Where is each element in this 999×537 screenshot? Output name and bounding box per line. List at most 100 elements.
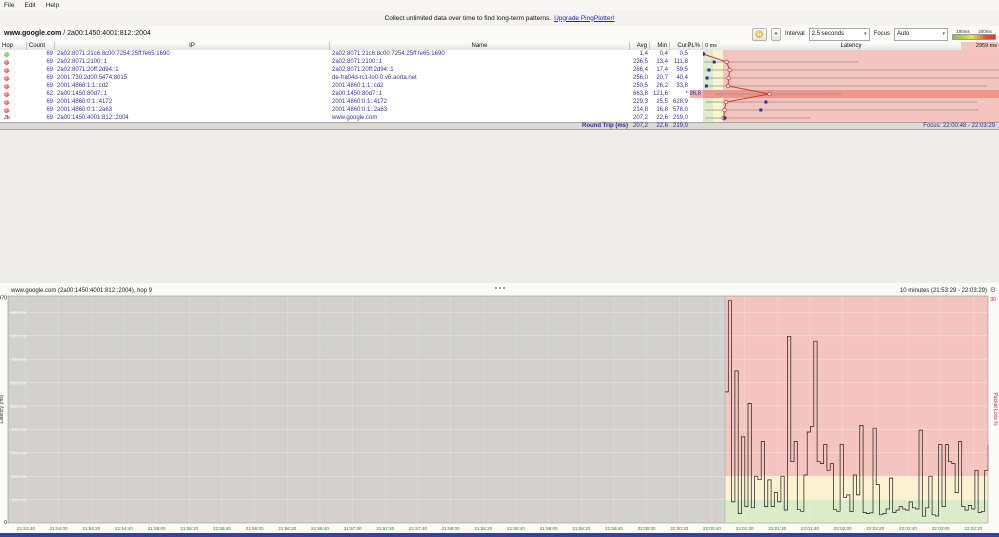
- hop-avg: 236,5: [632, 59, 648, 65]
- round-trip-cur: 219,0: [672, 123, 688, 129]
- svg-text:21:57:00: 21:57:00: [344, 526, 362, 531]
- svg-text:21:58:20: 21:58:20: [474, 526, 492, 531]
- settings-gear-icon[interactable]: ⚙: [989, 287, 996, 294]
- hop-avg: 1,4: [639, 51, 648, 57]
- hop-ip: 2001:730:2d00:5474:8015: [57, 75, 128, 81]
- upgrade-link[interactable]: Upgrade PingPlotter!: [554, 14, 615, 22]
- col-header-hop[interactable]: Hop: [0, 42, 27, 50]
- status-alert-icon: [4, 83, 9, 89]
- hop-row[interactable]: 62 2a00:1450:80d7::1 2a00:1450:80d7::1 663,…: [0, 90, 703, 98]
- svg-text:22:00:00: 22:00:00: [638, 526, 656, 531]
- chevron-down-icon: ▾: [864, 31, 867, 37]
- pause-button[interactable]: [751, 27, 767, 41]
- svg-text:21:55:00: 21:55:00: [148, 526, 166, 531]
- hop-name: de-fra04d-rc1-lo0-0.v6.aorta.net: [332, 75, 417, 81]
- hop-ip: 2001:4860:1:1::cd2: [57, 83, 109, 89]
- hop-row[interactable]: 69 2001:4860:1:1::cd2 2001:4860:1:1::cd2 25…: [0, 82, 703, 90]
- col-header-latency: 0 ms Latency 2959 ms: [703, 42, 999, 50]
- hop-row[interactable]: 69 2001:4860:0:1::4172 2001:4860:0:1::4172…: [0, 98, 703, 106]
- svg-text:21:54:40: 21:54:40: [115, 526, 133, 531]
- col-header-min[interactable]: Min: [650, 42, 670, 50]
- hop-pl: [690, 82, 703, 90]
- hop-ip: 2a02:8071:2100::1: [57, 59, 108, 65]
- hop-min: 121,6: [652, 91, 668, 97]
- hop-ip: 2a02:8071:20ff:2d94::1: [57, 67, 119, 73]
- hop-min: 17,4: [656, 67, 668, 73]
- destination-favicon-icon: Jb: [4, 115, 10, 121]
- svg-text:0: 0: [4, 520, 7, 526]
- status-alert-icon: [4, 107, 9, 113]
- hop-min: 13,4: [656, 59, 668, 65]
- svg-text:22:02:40: 22:02:40: [899, 526, 917, 531]
- hop-cur: *: [685, 91, 688, 97]
- hop-ip: 2a02:8071:21c6:8c00:7254:25ff:fe65:1690: [57, 51, 170, 57]
- hop-count: 69: [46, 51, 53, 57]
- hop-cur: 219,0: [672, 115, 688, 121]
- svg-text:400 ms: 400 ms: [11, 427, 27, 432]
- hop-count: 69: [46, 59, 53, 65]
- legend-200ms: 200ms: [978, 28, 992, 34]
- menu-item-help[interactable]: Help: [45, 1, 60, 9]
- target-separator: /: [61, 30, 68, 37]
- hop-row[interactable]: 69 2001:4860:0:1::2a63 2001:4860:0:1::2a63…: [0, 106, 703, 114]
- hop-row[interactable]: 69 2a02:8071:20ff:2d94::1 2a02:8071:20ff:2…: [0, 66, 703, 74]
- focus-value: Auto: [897, 31, 910, 37]
- hop-count: 69: [46, 115, 53, 121]
- svg-text:21:54:00: 21:54:00: [50, 526, 68, 531]
- round-trip-pl-spacer: [690, 123, 703, 129]
- focus-select[interactable]: Auto ▾: [894, 27, 948, 41]
- col-header-count[interactable]: Count: [27, 42, 55, 50]
- svg-text:21:53:40: 21:53:40: [17, 526, 35, 531]
- menu-bar: File Edit Help: [0, 0, 999, 10]
- hop-name: 2a02:8071:20ff:2d94::1: [332, 67, 394, 73]
- col-header-cur[interactable]: Cur: [670, 42, 690, 50]
- hop-pl: [690, 106, 703, 114]
- svg-text:21:57:40: 21:57:40: [409, 526, 427, 531]
- svg-text:Packet Loss %: Packet Loss %: [992, 392, 998, 426]
- round-trip-label: Round Trip (ms): [582, 123, 628, 129]
- hop-row[interactable]: 69 2a02:8071:21c6:8c00:7254:25ff:fe65:169…: [0, 50, 703, 58]
- menu-item-file[interactable]: File: [4, 1, 15, 9]
- svg-text:22:03:00: 22:03:00: [932, 526, 950, 531]
- hop-name: 2001:4860:0:1::2a63: [332, 107, 388, 113]
- svg-text:22:01:40: 22:01:40: [801, 526, 819, 531]
- interval-select[interactable]: 2.5 seconds ▾: [808, 27, 870, 41]
- menu-item-edit[interactable]: Edit: [24, 1, 36, 9]
- hop-ip: 2a00:1450:80d7::1: [57, 91, 108, 97]
- interval-label: Interval: [784, 31, 805, 37]
- svg-text:200 ms: 200 ms: [11, 474, 27, 479]
- hop-ip: 2a00:1450:4001:812::2004: [57, 115, 129, 121]
- hop-name: 2a00:1450:80d7::1: [332, 91, 383, 97]
- status-alert-icon: [4, 67, 9, 73]
- status-alert-icon: [4, 91, 9, 97]
- hop-min: 22,6: [656, 115, 668, 121]
- svg-text:21:58:40: 21:58:40: [507, 526, 525, 531]
- hop-row[interactable]: 69 2001:730:2d00:5474:8015 de-fra04d-rc1-l…: [0, 74, 703, 82]
- hop-row[interactable]: Jb 69 2a00:1450:4001:812::2004 www.google.c…: [0, 114, 703, 122]
- timeline-graph[interactable]: 21:53:40 21:54:00 21:54:20 21:54:40 21:55:00…: [0, 294, 999, 533]
- hop-row[interactable]: 69 2a02:8071:2100::1 2a02:8071:2100::1 236,…: [0, 58, 703, 66]
- pause-dropdown-button[interactable]: ▾: [770, 27, 781, 41]
- hop-avg: 256,0: [632, 75, 648, 81]
- hop-cur: 33,8: [676, 83, 688, 89]
- col-header-ip[interactable]: IP: [55, 42, 330, 50]
- col-header-pl[interactable]: PL%: [687, 42, 703, 50]
- hop-cur: 59,5: [676, 67, 688, 73]
- svg-text:22:00:40: 22:00:40: [703, 526, 721, 531]
- timeline-range-label[interactable]: 10 minutes (21:53:29 - 22:03:29): [899, 288, 987, 294]
- svg-text:21:56:40: 21:56:40: [311, 526, 329, 531]
- round-trip-min: 22,6: [656, 123, 668, 129]
- focus-label: Focus: [873, 31, 890, 37]
- pane-splitter[interactable]: [0, 285, 999, 290]
- trace-controls: ▾ Interval 2.5 seconds ▾ Focus Auto ▾ 10…: [751, 27, 996, 41]
- col-header-name[interactable]: Name: [330, 42, 630, 50]
- svg-text:22:02:00: 22:02:00: [834, 526, 852, 531]
- svg-text:500 ms: 500 ms: [11, 404, 27, 409]
- svg-text:21:58:00: 21:58:00: [442, 526, 460, 531]
- col-header-avg[interactable]: Avg: [630, 42, 650, 50]
- legend-gradient-bar: [952, 33, 996, 40]
- hop-pl: [690, 74, 703, 82]
- hop-avg: 229,3: [632, 99, 648, 105]
- hop-latency-graph[interactable]: [703, 50, 999, 122]
